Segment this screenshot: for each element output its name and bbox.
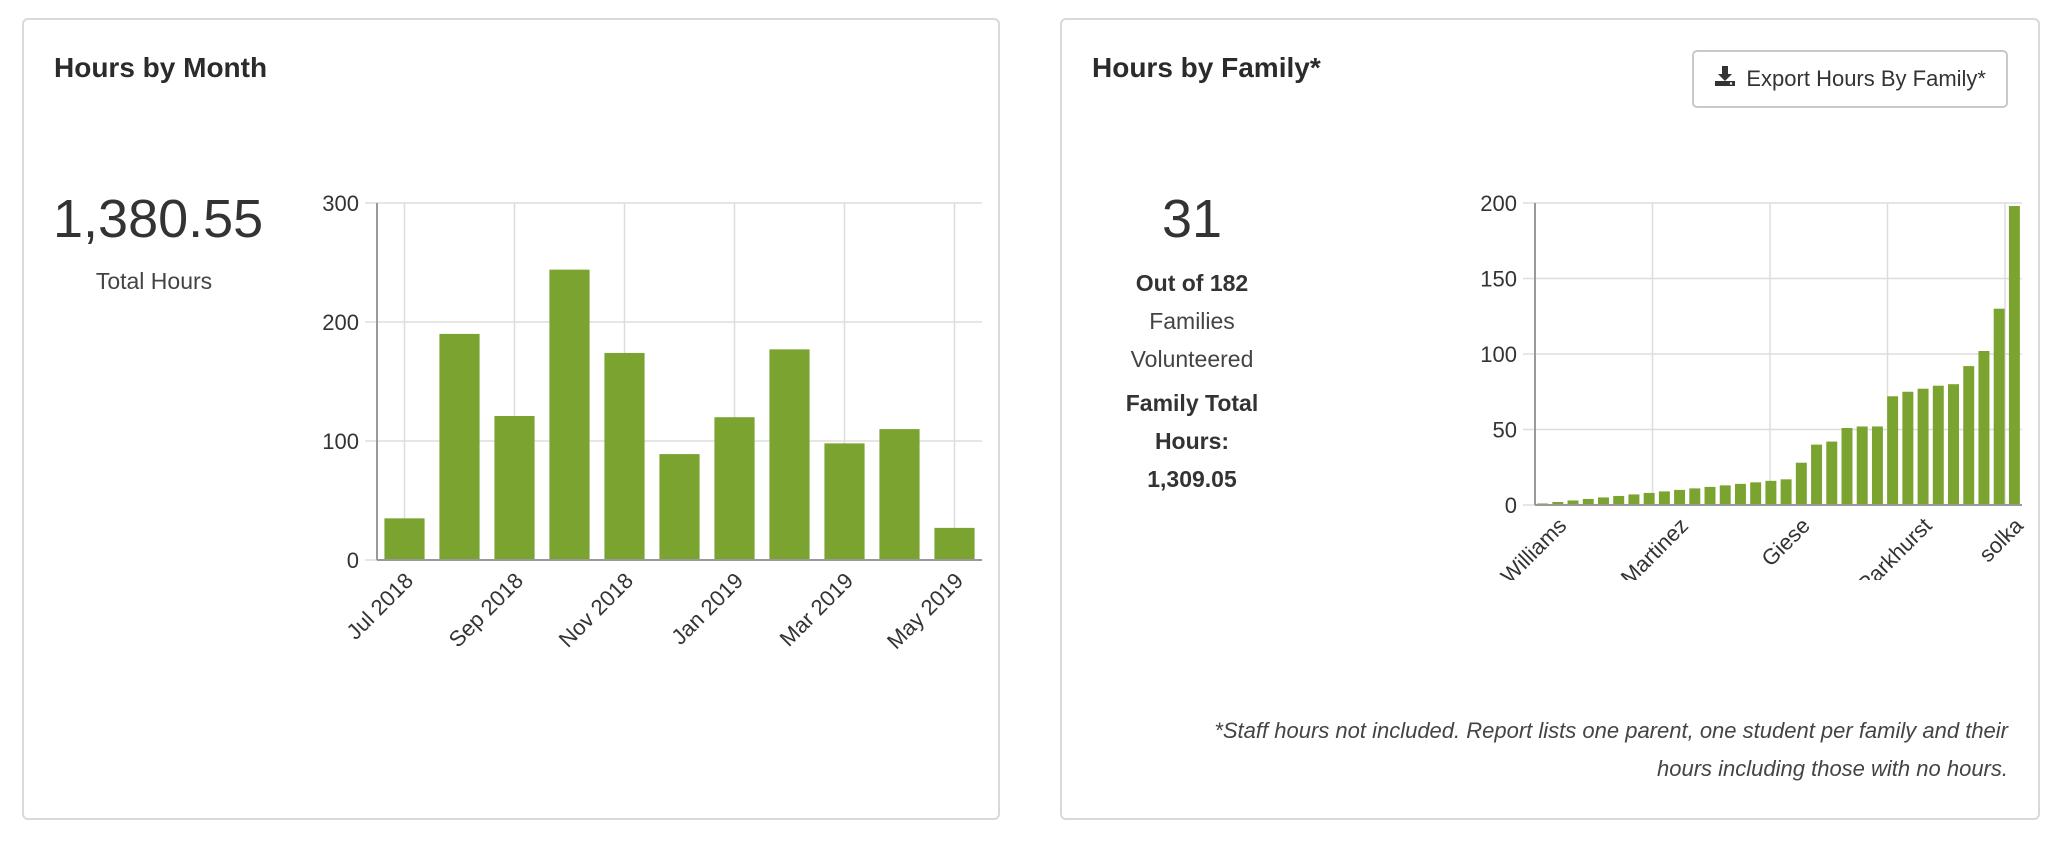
family-bar [1795,462,1807,505]
family-bar [1658,491,1670,505]
family-bar [1932,385,1944,505]
bar-may-2019 [934,527,975,560]
x-tick-label: solka [1974,512,2027,567]
x-tick-label: Parkhurst [1852,513,1936,580]
family-bar [1826,441,1838,505]
x-tick-label: Mar 2019 [775,568,858,651]
hours-by-family-chart: 0 50 100 150 200 Williams Martinez Giese Parkhur… [1480,191,2027,580]
y-tick-label: 100 [322,429,359,454]
hours-by-month-title: Hours by Month [54,52,268,83]
x-tick-label: Martinez [1616,513,1693,580]
family-bar [1993,308,2005,505]
family-bar [1598,497,1609,505]
family-bar [1963,366,1975,505]
export-button-label: Export Hours By Family* [1746,66,1986,91]
y-tick-label: 0 [347,548,359,573]
bar-jan-2019 [714,417,755,560]
family-bar [1841,427,1853,505]
family-bar [1643,492,1655,505]
family-bar [1719,485,1731,505]
bar-apr-2019 [879,429,920,560]
x-tick-label: Jul 2018 [342,568,419,645]
total-hours-value: 1,380.55 [53,189,264,249]
y-tick-label: 50 [1493,418,1517,443]
family-bar [1734,483,1746,505]
family-bar [1582,498,1594,505]
bar-sep-2018 [494,416,535,560]
family-bar [1567,500,1579,505]
x-tick-label: Giese [1757,513,1815,571]
hours-by-family-card: Hours by Family* Export Hours By Family*… [1060,18,2040,820]
family-total-hours-value: 1,309.05 [1147,466,1237,492]
total-hours-label: Total Hours [95,268,213,294]
x-tick-label: May 2019 [882,568,968,654]
hours-by-month-chart: 0 100 200 300 Jul 2018 Sep 2018 Nov 2018 Jan 20… [322,191,982,654]
y-tick-label: 100 [1480,342,1517,367]
family-bar [1613,495,1625,505]
family-bar [1917,388,1929,505]
family-bar [2008,206,2020,505]
export-hours-by-family-button[interactable]: Export Hours By Family* [1692,50,2008,108]
x-tick-label: Jan 2019 [666,568,748,650]
footnote: *Staff hours not included. Report lists … [1088,712,2008,788]
family-bar [1552,501,1564,505]
y-tick-label: 0 [1505,493,1517,518]
x-tick-label: Nov 2018 [554,568,638,652]
family-bar [1871,426,1883,505]
footnote-line-2: hours including those with no hours. [1657,756,2008,781]
bar-mar-2019 [824,443,865,560]
bar-jul-2018 [384,518,425,560]
bar-feb-2019 [769,349,810,560]
family-bar [1765,480,1777,505]
family-bar [1780,479,1792,505]
y-tick-label: 200 [1480,191,1517,216]
volunteered-label: Volunteered [1130,346,1254,372]
family-total-label-line1: Family Total [1125,390,1259,416]
family-bar [1887,396,1899,505]
hours-by-family-title: Hours by Family* [1092,52,1321,83]
family-bar [1689,488,1701,505]
x-tick-label: Sep 2018 [444,568,528,652]
family-bar [1856,426,1868,505]
y-tick-label: 200 [322,310,359,335]
family-bar [1978,350,1990,505]
family-bar [1674,489,1686,505]
family-bar [1704,486,1716,505]
x-tick-label: Williams [1496,513,1572,580]
family-bar [1750,482,1762,505]
y-tick-label: 150 [1480,267,1517,292]
family-bar [1948,384,1959,505]
family-bar [1628,494,1640,505]
out-of-families: Out of 182 [1135,270,1249,296]
family-bar [1902,391,1914,505]
families-count: 31 [1161,189,1223,249]
hours-by-month-card: Hours by Month 1,380.55 Total Hours 0 100… [22,18,1000,820]
bar-dec-2018 [659,454,700,560]
families-label: Families [1149,308,1235,334]
bar-aug-2018 [439,333,480,560]
footnote-line-1: *Staff hours not included. Report lists … [1214,718,2008,743]
bar-nov-2018 [604,352,645,560]
family-bar [1811,444,1823,505]
bar-oct-2018 [549,269,590,560]
y-tick-label: 300 [322,191,359,216]
family-total-label-line2: Hours: [1154,428,1230,454]
download-icon [1714,65,1736,93]
